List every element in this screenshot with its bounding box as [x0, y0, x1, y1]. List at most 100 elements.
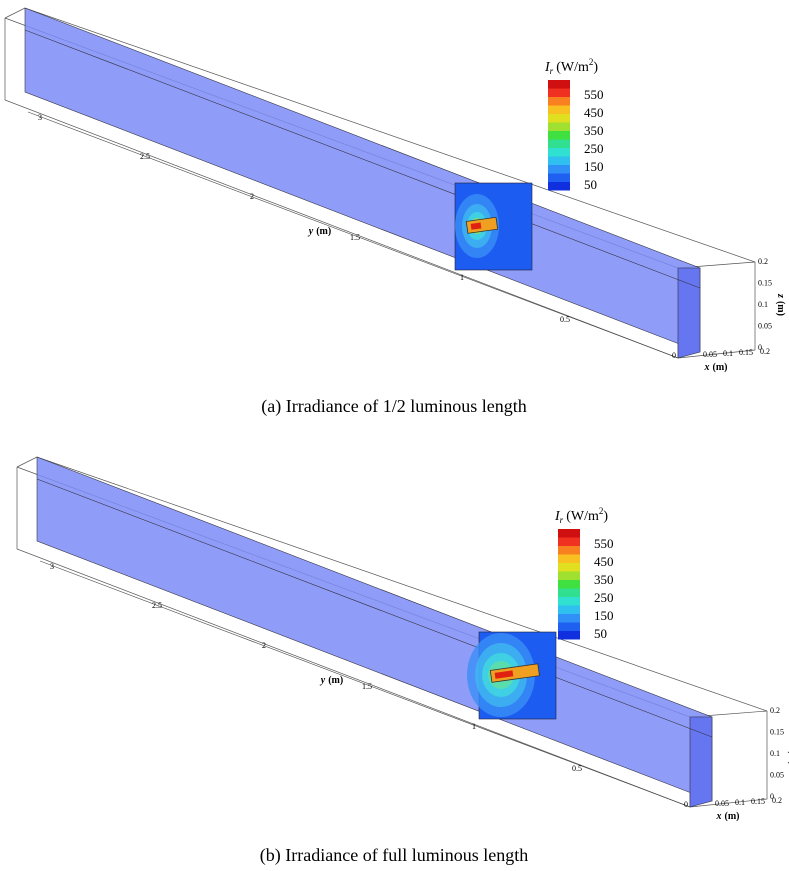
- z-tick-label: 0.1: [770, 749, 780, 758]
- legend-tick: 50: [584, 177, 597, 192]
- colorbar-band: [548, 165, 570, 174]
- z-tick-label: 0.2: [758, 257, 768, 266]
- y-axis-line: [27, 111, 679, 359]
- colorbar-band: [558, 588, 580, 597]
- z-axis-label: z (m): [775, 293, 786, 316]
- text-part: (m): [328, 675, 343, 686]
- lamp-core: [494, 670, 514, 679]
- text-part: y: [320, 675, 326, 686]
- legend-tick: 450: [594, 554, 614, 569]
- caption: (b) Irradiance of full luminous length: [260, 845, 528, 866]
- colorbar-band: [548, 114, 570, 123]
- colorbar-band: [558, 631, 580, 640]
- text-part: r: [560, 515, 564, 525]
- text-part: r: [550, 66, 554, 76]
- y-axis-label: y (m): [320, 675, 343, 686]
- x-tick-label: 0.1: [735, 798, 745, 807]
- colorbar-band: [548, 156, 570, 165]
- text-part: z: [775, 293, 786, 298]
- x-axis-label: x (m): [716, 811, 740, 822]
- y-tick-label: 1.5: [350, 233, 360, 242]
- text-part: ): [593, 60, 598, 75]
- text-part: (m): [713, 362, 728, 373]
- x-tick-label: 0.15: [751, 797, 765, 806]
- text-part: x: [704, 362, 710, 373]
- slab-edge: [36, 478, 713, 738]
- colorbar-band: [558, 580, 580, 589]
- slab-edge: [24, 29, 701, 289]
- legend-tick: 150: [594, 608, 614, 623]
- legend-tick: 50: [594, 626, 607, 641]
- text-part: 2: [599, 506, 604, 516]
- text-part: ): [603, 509, 608, 524]
- y-tick-label: 0.5: [572, 764, 582, 773]
- z-tick-label: 0.1: [758, 300, 768, 309]
- box-edge: [4, 18, 679, 359]
- legend-tick: 150: [584, 159, 604, 174]
- y-axis-label: y (m): [308, 226, 331, 237]
- slab-end: [689, 716, 713, 808]
- text-part: (m): [316, 226, 331, 237]
- caption: (a) Irradiance of 1/2 luminous length: [261, 396, 526, 417]
- legend-tick: 350: [584, 123, 604, 138]
- y-axis-line: [39, 560, 691, 808]
- y-tick-label: 1: [472, 722, 476, 731]
- text-part: (m): [787, 750, 789, 765]
- slab-end: [677, 267, 701, 359]
- y-tick-label: 1.5: [362, 682, 372, 691]
- legend-title: Ir (W/m2): [554, 506, 608, 525]
- x-tick-label: 0.2: [772, 796, 782, 805]
- colorbar-band: [558, 529, 580, 538]
- colorbar-band: [558, 546, 580, 555]
- box-edge: [16, 467, 691, 808]
- colorbar-band: [558, 605, 580, 614]
- legend-title: Ir (W/m2): [544, 57, 598, 76]
- z-tick-label: 0.05: [770, 770, 784, 779]
- z-tick-label: 0.15: [758, 278, 772, 287]
- colorbar-band: [558, 537, 580, 546]
- colorbar-band: [558, 597, 580, 606]
- y-tick-label: 1: [460, 273, 464, 282]
- y-tick-label: 2.5: [140, 152, 150, 161]
- z-axis-label: z (m): [787, 742, 789, 765]
- z-tick-label: 0: [758, 343, 762, 352]
- colorbar-band: [558, 571, 580, 580]
- colorbar-band: [548, 148, 570, 157]
- legend-tick: 450: [584, 105, 604, 120]
- legend-tick: 550: [594, 536, 614, 551]
- lamp-core: [470, 222, 482, 230]
- text-part: 2: [589, 57, 594, 67]
- colorbar-band: [558, 622, 580, 631]
- legend-tick: 350: [594, 572, 614, 587]
- text-part: I: [544, 60, 551, 75]
- legend-tick: 250: [584, 141, 604, 156]
- text-part: I: [554, 509, 561, 524]
- x-tick-label: 0.1: [723, 349, 733, 358]
- y-tick-label: 2: [250, 192, 254, 201]
- water-slab: [36, 456, 713, 802]
- z-tick-label: 0.05: [758, 321, 772, 330]
- x-tick-label: 0.15: [739, 348, 753, 357]
- y-tick-label: 0.5: [560, 315, 570, 324]
- x-tick-label: 0: [684, 800, 688, 809]
- text-part: y: [308, 226, 314, 237]
- water-slab: [24, 7, 701, 353]
- x-tick-label: 0.2: [760, 347, 770, 356]
- text-part: z: [787, 742, 789, 747]
- colorbar-band: [548, 80, 570, 89]
- colorbar-band: [548, 105, 570, 114]
- text-part: (W/m: [566, 509, 599, 524]
- x-tick-label: 0.05: [715, 799, 729, 808]
- text-part: (m): [775, 301, 786, 316]
- x-tick-label: 0.05: [703, 350, 717, 359]
- colorbar-band: [558, 614, 580, 623]
- legend-tick: 550: [584, 87, 604, 102]
- text-part: x: [716, 811, 722, 822]
- colorbar-band: [548, 97, 570, 106]
- legend-tick: 250: [594, 590, 614, 605]
- z-tick-label: 0: [770, 792, 774, 801]
- y-tick-label: 2.5: [152, 601, 162, 610]
